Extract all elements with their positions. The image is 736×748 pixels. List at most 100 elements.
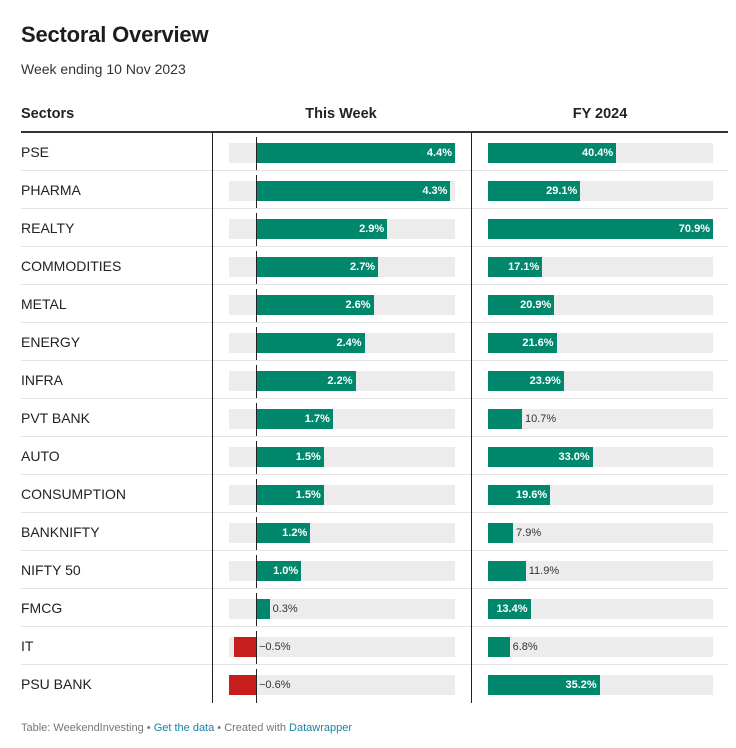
week-bar	[256, 219, 388, 239]
chart-title: Sectoral Overview	[21, 22, 209, 47]
value-label: 2.7%	[350, 261, 376, 273]
fy-bar-track: 33.0%	[488, 447, 713, 467]
table-row: PSE 4.4% 40.4%	[21, 133, 728, 171]
row-separator	[21, 664, 728, 665]
value-label: 35.2%	[565, 679, 597, 691]
week-bar-track: 1.5%	[229, 447, 455, 467]
week-bar	[233, 637, 256, 657]
week-bar-track: 4.4%	[229, 143, 455, 163]
row-separator	[21, 512, 728, 513]
footer-source: Table: WeekendInvesting	[21, 722, 144, 734]
value-label: 20.9%	[520, 299, 552, 311]
week-bar-track: 1.2%	[229, 523, 455, 543]
column-header-fy-2024[interactable]: FY 2024	[572, 106, 628, 122]
value-label: 2.9%	[359, 223, 385, 235]
week-bar	[256, 333, 365, 353]
fy-bar-track: 19.6%	[488, 485, 713, 505]
week-bar	[256, 143, 455, 163]
value-label: 21.6%	[522, 337, 554, 349]
fy-bar-track: 6.8%	[488, 637, 713, 657]
week-bar	[256, 181, 451, 201]
zero-axis-line	[256, 175, 257, 209]
fy-bar-track: 29.1%	[488, 181, 713, 201]
sector-name: METAL	[21, 296, 67, 312]
fy-bar	[488, 599, 531, 619]
table-row: FMCG 0.3% 13.4%	[21, 589, 728, 627]
row-separator	[21, 246, 728, 247]
sector-name: IT	[21, 638, 34, 654]
column-header-this-week[interactable]: This Week	[305, 106, 377, 122]
fy-bar	[488, 181, 581, 201]
fy-bar	[488, 257, 543, 277]
week-bar	[256, 599, 270, 619]
sector-name: PHARMA	[21, 182, 81, 198]
week-bar	[256, 485, 324, 505]
value-label: 4.4%	[426, 147, 452, 159]
row-separator	[21, 550, 728, 551]
week-bar	[256, 561, 302, 581]
chart-subtitle: Week ending 10 Nov 2023	[21, 61, 186, 77]
zero-axis-line	[256, 251, 257, 285]
sector-name: INFRA	[21, 372, 63, 388]
table-row: PHARMA 4.3% 29.1%	[21, 171, 728, 209]
table-row: ENERGY 2.4% 21.6%	[21, 323, 728, 361]
zero-axis-line	[256, 289, 257, 323]
zero-axis-line	[256, 517, 257, 551]
fy-bar	[488, 523, 514, 543]
table-row: REALTY 2.9% 70.9%	[21, 209, 728, 247]
row-separator	[21, 588, 728, 589]
sector-name: CONSUMPTION	[21, 486, 126, 502]
footer-created-with: • Created with	[214, 722, 290, 734]
week-bar	[256, 447, 324, 467]
zero-axis-line	[256, 555, 257, 589]
fy-bar	[488, 675, 600, 695]
week-bar-track: 1.0%	[229, 561, 455, 581]
row-separator	[21, 398, 728, 399]
zero-axis-line	[256, 669, 257, 703]
sector-name: PSU BANK	[21, 676, 92, 692]
value-label: 2.6%	[345, 299, 371, 311]
value-label: 17.1%	[508, 261, 540, 273]
column-divider-fy	[471, 133, 472, 703]
table-row: IT −0.5% 6.8%	[21, 627, 728, 665]
week-bar-track: −0.6%	[229, 675, 455, 695]
week-bar	[256, 257, 379, 277]
fy-bar	[488, 333, 557, 353]
value-label: 13.4%	[496, 603, 528, 615]
week-bar-track: −0.5%	[229, 637, 455, 657]
value-label: 70.9%	[678, 223, 710, 235]
get-the-data-link[interactable]: Get the data	[153, 722, 215, 734]
zero-axis-line	[256, 631, 257, 665]
value-label: 4.3%	[422, 185, 448, 197]
fy-bar	[488, 371, 564, 391]
sector-name: COMMODITIES	[21, 258, 122, 274]
zero-axis-line	[256, 403, 257, 437]
fy-bar	[488, 409, 522, 429]
footer-separator: •	[143, 722, 154, 734]
value-label: 6.8%	[512, 641, 538, 653]
fy-bar-track: 13.4%	[488, 599, 713, 619]
table-row: NIFTY 50 1.0% 11.9%	[21, 551, 728, 589]
fy-bar-track: 70.9%	[488, 219, 713, 239]
zero-axis-line	[256, 137, 257, 171]
week-bar-track: 2.4%	[229, 333, 455, 353]
value-label: 1.2%	[282, 527, 308, 539]
week-bar-track: 0.3%	[229, 599, 455, 619]
table-row: INFRA 2.2% 23.9%	[21, 361, 728, 399]
fy-bar	[488, 447, 593, 467]
value-label: 33.0%	[558, 451, 590, 463]
table-row: COMMODITIES 2.7% 17.1%	[21, 247, 728, 285]
table-row: PVT BANK 1.7% 10.7%	[21, 399, 728, 437]
row-separator	[21, 436, 728, 437]
datawrapper-link[interactable]: Datawrapper	[289, 722, 352, 734]
week-bar-track: 2.2%	[229, 371, 455, 391]
table-row: PSU BANK −0.6% 35.2%	[21, 665, 728, 703]
sector-name: PSE	[21, 144, 50, 160]
column-header-sectors[interactable]: Sectors	[21, 106, 75, 122]
value-label: 11.9%	[528, 565, 560, 577]
fy-bar-track: 7.9%	[488, 523, 713, 543]
fy-bar-track: 10.7%	[488, 409, 713, 429]
zero-axis-line	[256, 365, 257, 399]
table-row: AUTO 1.5% 33.0%	[21, 437, 728, 475]
fy-bar-track: 40.4%	[488, 143, 713, 163]
